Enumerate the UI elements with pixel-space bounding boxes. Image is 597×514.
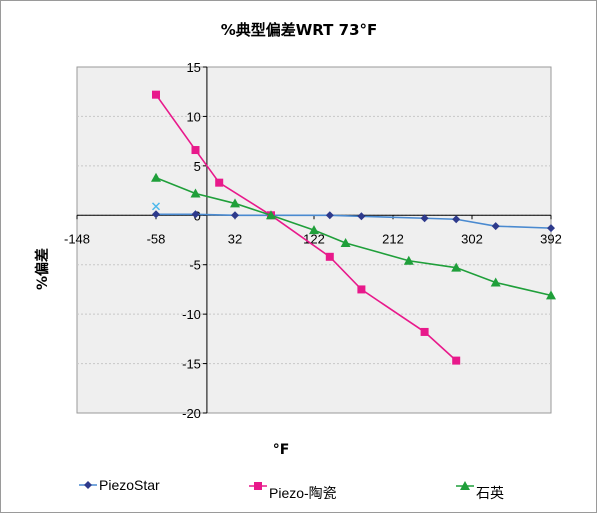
data-point [230, 198, 240, 208]
data-point [325, 211, 334, 220]
data-point [190, 188, 201, 198]
data-point [215, 178, 224, 187]
data-point [547, 224, 555, 233]
x-axis-title: °F [273, 442, 290, 458]
legend-item-3: 石英 [456, 481, 504, 501]
data-point [491, 222, 500, 231]
data-point [152, 210, 160, 219]
x-tick-label: 212 [382, 231, 404, 246]
series-line [155, 176, 552, 297]
legend-label: 石英 [476, 485, 504, 501]
y-tick-label: 15 [186, 60, 200, 75]
data-point [546, 290, 556, 300]
series-line [155, 94, 457, 362]
data-point [420, 214, 429, 223]
legend-item-1: PiezoStar [79, 477, 160, 493]
legend-marker [460, 481, 470, 490]
x-tick-label: 32 [228, 231, 242, 246]
legend: PiezoStar Piezo-陶瓷 石英 [79, 477, 504, 501]
data-point [191, 146, 200, 155]
series-group [151, 90, 556, 365]
data-point [309, 225, 319, 235]
data-point [191, 210, 200, 219]
x-tick-label: -148 [64, 231, 90, 246]
data-point [357, 212, 366, 221]
data-point [490, 277, 501, 287]
legend-marker [254, 482, 262, 490]
x-marker-stroke [151, 202, 161, 211]
data-point [151, 172, 161, 182]
data-point [452, 215, 461, 224]
y-tick-label: -10 [182, 307, 201, 322]
y-tick-label: -20 [182, 406, 201, 421]
x-tick-label: 392 [540, 231, 562, 246]
legend-marker [84, 481, 92, 489]
y-tick-label: -5 [189, 258, 201, 273]
data-point [325, 252, 334, 261]
data-point [265, 210, 276, 220]
x-tick-label: -58 [147, 231, 166, 246]
data-point [340, 237, 351, 247]
data-point [452, 356, 461, 365]
data-point [231, 211, 239, 220]
series-3 [151, 172, 556, 300]
stray-marker [151, 202, 161, 211]
legend-label: Piezo-陶瓷 [269, 485, 337, 501]
y-axis-title: %偏差 [34, 248, 51, 290]
legend-item-2: Piezo-陶瓷 [249, 482, 337, 501]
chart-title: %典型偏差WRT 73°F [221, 21, 378, 39]
x-tick-label: 302 [461, 231, 483, 246]
plot-area [76, 66, 552, 414]
y-tick-label: -15 [182, 357, 201, 372]
y-tick-label: 10 [186, 109, 200, 124]
data-point [403, 255, 414, 265]
data-point [420, 327, 429, 336]
data-point [357, 285, 366, 294]
series-line [156, 213, 552, 229]
legend-label: PiezoStar [99, 477, 160, 493]
data-point [152, 90, 160, 99]
data-point [451, 262, 462, 272]
y-tick-label: 5 [194, 159, 201, 174]
